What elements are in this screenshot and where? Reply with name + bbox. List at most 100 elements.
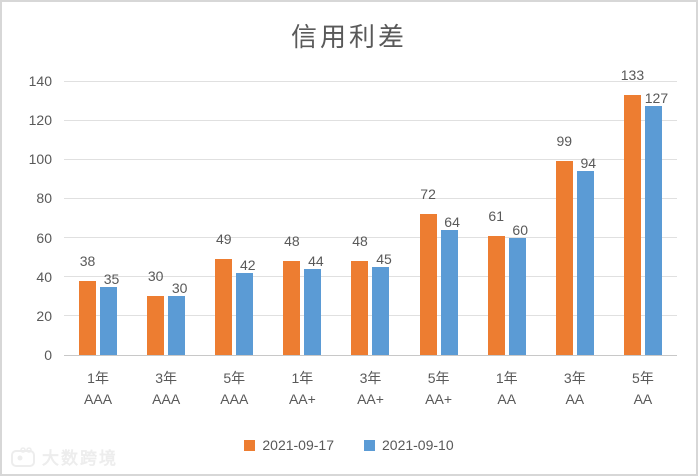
- y-tick-label: 20: [36, 307, 52, 324]
- category-rating: AA: [497, 391, 517, 407]
- category-rating: AA+: [425, 391, 453, 407]
- category-rating: AAA: [220, 391, 249, 407]
- legend-item: 2021-09-17: [244, 437, 334, 453]
- category-label: 1年 AA+: [268, 368, 336, 410]
- y-tick-label: 140: [28, 73, 52, 89]
- bar-value-label: 30: [171, 280, 188, 297]
- category-term: 1年: [291, 370, 314, 386]
- x-axis-line: [64, 354, 677, 356]
- y-tick-label: 40: [36, 268, 52, 285]
- bar-value-label: 42: [239, 256, 256, 273]
- category-rating: AA: [565, 391, 585, 407]
- bar-2021-09-17: 48: [351, 233, 369, 355]
- legend: 2021-09-17 2021-09-10: [2, 437, 696, 453]
- bar-2021-09-10: 42: [236, 257, 256, 355]
- category-label: 5年 AAA: [200, 368, 268, 410]
- gridline: [64, 80, 677, 82]
- watermark-text: 大数跨境: [42, 449, 118, 468]
- bar-2021-09-17: 48: [283, 233, 301, 355]
- bar-value-label: 127: [644, 90, 669, 107]
- category-label: 3年 AA+: [336, 368, 404, 410]
- category-term: 3年: [359, 370, 382, 386]
- category-label: 1年 AAA: [64, 368, 132, 410]
- bar-2021-09-10: 45: [372, 251, 392, 355]
- bar-groups: 38 35 30 30 49 42 48 44 48 45 72 64 61 60 99 94 133 127: [64, 67, 677, 355]
- bar-value-label: 44: [308, 252, 324, 269]
- x-axis-labels: 1年 AAA 3年 AAA 5年 AAA 1年 AA+ 3年 AA+ 5年 AA+ 1年 AA 3年 AA 5年…: [64, 368, 677, 410]
- category-rating: AAA: [84, 391, 113, 407]
- bar-2021-09-10: 35: [100, 271, 119, 355]
- watermark-logo: [11, 446, 35, 467]
- category-term: 5年: [427, 370, 450, 386]
- bar-2021-09-10: 127: [645, 90, 668, 355]
- bar-value-label: 48: [284, 233, 300, 250]
- category-rating: AAA: [152, 391, 181, 407]
- category-label: 5年 AA+: [405, 368, 473, 410]
- y-tick-label: 0: [44, 347, 52, 363]
- category-term: 1年: [87, 370, 109, 386]
- gridline: [64, 158, 677, 160]
- category-term: 3年: [155, 370, 178, 386]
- bar-2021-09-10: 30: [168, 280, 187, 355]
- bar-value-label: 49: [215, 231, 232, 248]
- bar-group: 133 127: [609, 67, 677, 355]
- bar-group: 48 44: [268, 81, 336, 355]
- bar-value-label: 60: [512, 221, 528, 238]
- bar-value-label: 45: [376, 250, 392, 267]
- legend-label: 2021-09-17: [262, 437, 334, 453]
- legend-item: 2021-09-10: [364, 437, 454, 453]
- bar-value-label: 35: [103, 270, 120, 287]
- bar-group: 38 35: [64, 81, 132, 355]
- category-label: 5年 AA: [609, 368, 677, 410]
- category-term: 3年: [563, 370, 586, 386]
- bar-2021-09-17: 49: [215, 231, 233, 355]
- category-term: 1年: [495, 370, 518, 386]
- category-term: 5年: [223, 370, 246, 386]
- gridline: [64, 197, 677, 199]
- y-tick-label: 80: [36, 190, 52, 207]
- bar-group: 99 94: [541, 81, 609, 355]
- bar-value-label: 30: [147, 268, 164, 285]
- bar-value-label: 133: [620, 66, 645, 83]
- gridline: [64, 276, 677, 278]
- bar-2021-09-17: 72: [419, 186, 437, 355]
- bar-group: 30 30: [132, 81, 200, 355]
- legend-swatch: [364, 439, 375, 451]
- legend-label: 2021-09-10: [382, 437, 454, 453]
- bar-value-label: 64: [444, 213, 460, 230]
- bar-2021-09-17: 61: [487, 208, 505, 355]
- y-tick-label: 120: [28, 112, 52, 129]
- bar-value-label: 38: [79, 252, 96, 269]
- bar-group: 48 45: [336, 81, 404, 355]
- category-label: 3年 AAA: [132, 368, 200, 410]
- bar-value-label: 94: [580, 155, 597, 172]
- gridline: [64, 119, 677, 121]
- category-rating: AA: [633, 391, 653, 407]
- bar-group: 61 60: [473, 81, 541, 355]
- category-label: 3年 AA: [541, 368, 609, 410]
- category-term: 5年: [632, 370, 654, 386]
- bar-value-label: 99: [556, 133, 573, 150]
- legend-swatch: [244, 439, 256, 451]
- bar-value-label: 72: [420, 186, 436, 203]
- category-label: 1年 AA: [473, 368, 541, 410]
- gridline: [64, 237, 677, 239]
- bar-2021-09-10: 64: [440, 214, 460, 355]
- bar-2021-09-17: 133: [621, 67, 644, 355]
- category-rating: AA+: [288, 391, 316, 407]
- bar-group: 72 64: [405, 81, 473, 355]
- bar-group: 49 42: [200, 81, 268, 355]
- bar-2021-09-17: 99: [555, 133, 573, 355]
- bar-value-label: 61: [488, 207, 504, 224]
- bar-2021-09-10: 44: [304, 253, 324, 355]
- bar-2021-09-17: 30: [147, 268, 165, 355]
- bar-2021-09-17: 38: [79, 253, 97, 355]
- bar-value-label: 48: [352, 233, 368, 250]
- y-tick-label: 100: [28, 151, 52, 168]
- gridline: [64, 315, 677, 317]
- plot-area: 38 35 30 30 49 42 48 44 48 45 72 64 61 60 99 94 133 127: [64, 67, 677, 356]
- y-tick-label: 60: [36, 229, 52, 246]
- watermark: 大数跨境: [11, 444, 118, 469]
- chart-title: 信用利差: [290, 22, 407, 52]
